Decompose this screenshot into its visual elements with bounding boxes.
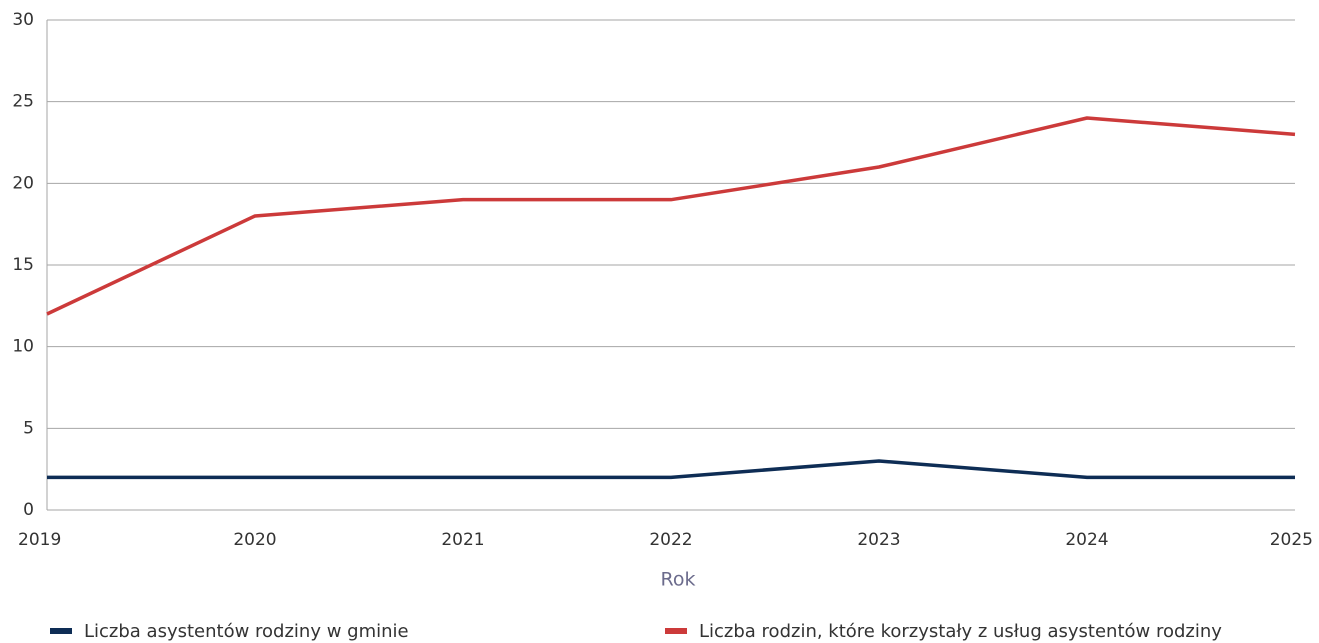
x-tick-label: 2020	[233, 530, 276, 550]
y-tick-label: 10	[12, 337, 34, 357]
y-tick-label: 30	[12, 10, 34, 30]
x-tick-label: 2024	[1065, 530, 1108, 550]
y-tick-label: 5	[23, 418, 34, 438]
x-tick-label: 2021	[441, 530, 484, 550]
x-tick-label: 2025	[1270, 530, 1313, 550]
y-tick-label: 20	[12, 173, 34, 193]
x-tick-label: 2022	[649, 530, 692, 550]
x-axis-label: Rok	[661, 569, 696, 591]
y-tick-label: 15	[12, 255, 34, 275]
y-tick-label: 0	[23, 500, 34, 520]
y-tick-label: 25	[12, 92, 34, 112]
legend-swatch	[50, 628, 72, 634]
series-line	[46, 116, 1296, 316]
x-tick-label: 2023	[857, 530, 900, 550]
legend-label: Liczba rodzin, które korzystały z usług …	[699, 621, 1222, 642]
x-tick-label: 2019	[18, 530, 61, 550]
series-line	[47, 459, 1295, 480]
legend-label: Liczba asystentów rodziny w gminie	[84, 621, 409, 642]
legend-swatch	[665, 628, 687, 634]
